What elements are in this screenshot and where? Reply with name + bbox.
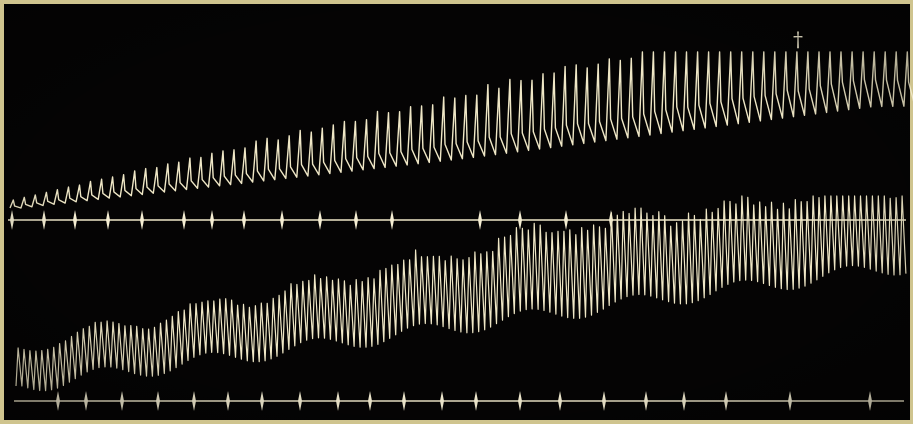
plate-vignette xyxy=(4,4,910,420)
